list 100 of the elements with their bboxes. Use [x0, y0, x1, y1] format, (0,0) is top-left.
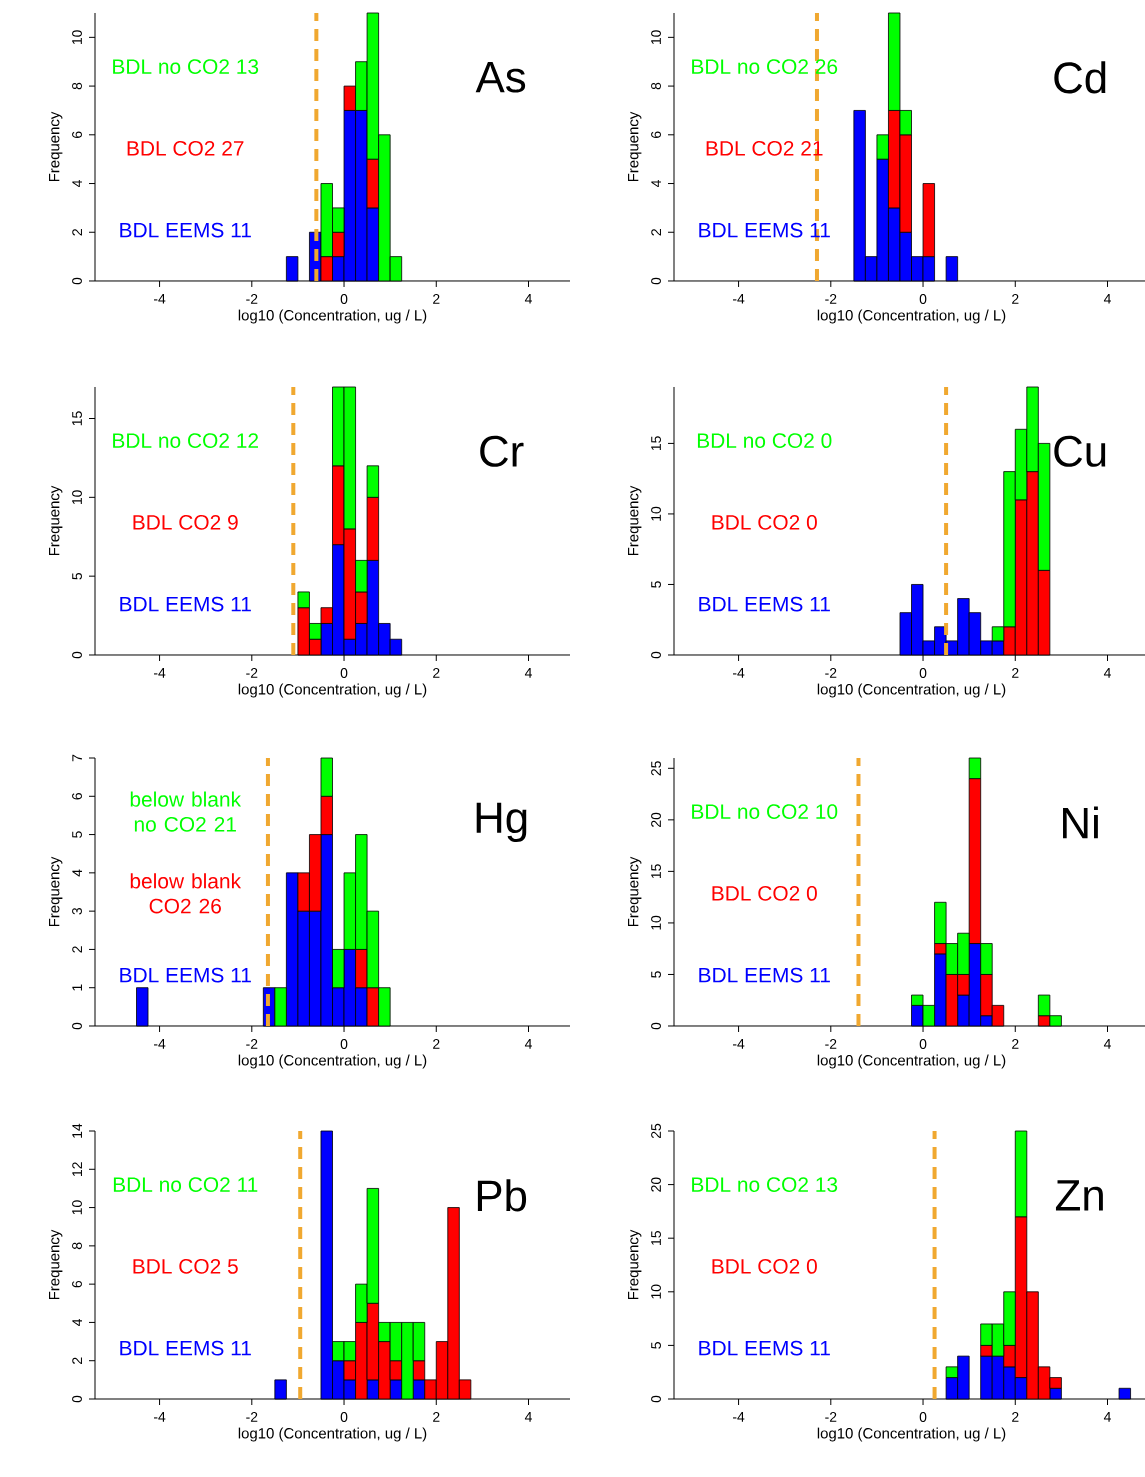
x-tick-label: 0 [919, 1412, 927, 1422]
series-label: BDL EEMS 11 [699, 222, 830, 238]
text: BDL EEMS 11 [699, 596, 830, 612]
y-tick-label: 12 [72, 1162, 82, 1176]
text: BDL CO2 5 [133, 1258, 238, 1274]
series-label: BDL EEMS 11 [120, 967, 251, 983]
y-tick-label: 5 [72, 572, 82, 580]
text: BDL CO2 27 [127, 140, 244, 156]
y-tick-label: 10 [651, 30, 661, 45]
text: Cd [1054, 61, 1106, 94]
y-tick-label: 10 [72, 1200, 82, 1215]
y-tick-label: 0 [72, 1395, 82, 1403]
x-axis-title: log10 (Concentration, ug / L) [238, 683, 427, 698]
text: BDL no CO2 26 [692, 59, 838, 74]
text: below blank CO2 26 [130, 873, 242, 914]
text: BDL CO2 21 [706, 140, 823, 156]
x-tick-label: 2 [433, 294, 440, 304]
y-tick-label: 0 [651, 651, 661, 659]
x-tick-label: -4 [732, 294, 745, 304]
y-tick-label: 7 [72, 754, 82, 762]
x-tick-label: 4 [524, 1412, 532, 1422]
y-tick-label: 6 [72, 793, 82, 800]
y-tick-label: 15 [651, 864, 661, 879]
x-axis-title: log10 (Concentration, ug / L) [817, 683, 1006, 698]
text: BDL EEMS 11 [699, 967, 830, 983]
y-tick-label: 6 [72, 131, 82, 138]
x-tick-label: 0 [340, 668, 348, 678]
x-tick-label: -4 [732, 1412, 745, 1422]
y-tick-label: 25 [651, 1123, 661, 1139]
x-tick-label: 4 [1103, 294, 1111, 304]
x-tick-label: -2 [246, 294, 258, 304]
x-tick-label: 4 [524, 294, 532, 304]
y-tick-label: 15 [651, 436, 661, 451]
y-tick-label: 10 [72, 30, 82, 45]
y-axis-title: Frequency [49, 111, 63, 182]
text: BDL CO2 9 [133, 514, 238, 530]
y-tick-label: 20 [651, 812, 661, 827]
y-tick-label: 8 [72, 1242, 82, 1250]
y-tick-label: 10 [651, 1284, 661, 1299]
x-tick-label: 4 [1103, 1039, 1111, 1049]
x-tick-label: -4 [732, 668, 745, 678]
x-tick-label: 2 [1012, 668, 1019, 678]
text: Zn [1055, 1180, 1103, 1211]
y-axis-title: Frequency [628, 856, 642, 927]
y-tick-label: 10 [72, 490, 82, 505]
y-tick-label: 1 [72, 984, 82, 991]
y-tick-label: 8 [72, 82, 82, 90]
y-tick-label: 4 [72, 869, 82, 877]
x-tick-label: -2 [825, 1039, 837, 1049]
y-axis-title: Frequency [49, 856, 63, 927]
text: BDL no CO2 0 [697, 433, 832, 449]
y-tick-label: 5 [651, 581, 661, 588]
x-tick-label: -2 [246, 668, 258, 678]
y-tick-label: 5 [651, 971, 661, 978]
x-tick-label: -4 [153, 668, 166, 678]
text: Hg [476, 802, 527, 842]
text: Ni [1063, 806, 1098, 839]
x-axis-title: log10 (Concentration, ug / L) [817, 1427, 1006, 1442]
text: BDL no CO2 13 [692, 1177, 838, 1193]
x-tick-label: -2 [246, 1412, 258, 1422]
y-tick-label: 14 [72, 1123, 82, 1138]
y-tick-label: 0 [72, 1022, 82, 1030]
y-tick-label: 2 [72, 1357, 82, 1364]
y-tick-label: 3 [72, 907, 82, 915]
x-axis-title: log10 (Concentration, ug / L) [238, 1054, 427, 1069]
x-tick-label: 4 [1103, 1412, 1111, 1422]
x-tick-label: 2 [433, 668, 440, 678]
x-axis-title: log10 (Concentration, ug / L) [817, 1054, 1006, 1069]
x-tick-label: 4 [524, 668, 532, 678]
y-axis-title: Frequency [628, 485, 642, 556]
y-tick-label: 8 [651, 82, 661, 90]
x-tick-label: -2 [825, 668, 837, 678]
y-tick-label: 2 [72, 946, 82, 953]
y-axis-title: Frequency [628, 1229, 642, 1300]
text: BDL no CO2 10 [692, 804, 838, 820]
x-axis-title: log10 (Concentration, ug / L) [238, 309, 427, 324]
y-tick-label: 10 [651, 915, 661, 930]
y-tick-label: 6 [651, 131, 661, 138]
text: BDL EEMS 11 [120, 596, 251, 612]
y-tick-label: 4 [72, 180, 82, 188]
y-tick-label: 4 [72, 1318, 82, 1326]
x-axis-title: log10 (Concentration, ug / L) [817, 309, 1006, 324]
x-tick-label: 0 [340, 1039, 348, 1049]
y-tick-label: 5 [651, 1342, 661, 1349]
x-tick-label: 4 [1103, 668, 1111, 678]
y-tick-label: 6 [72, 1280, 82, 1288]
text: below blank no CO2 21 [130, 791, 242, 832]
y-tick-label: 20 [651, 1177, 661, 1192]
y-tick-label: 5 [72, 831, 82, 838]
text: Cr [480, 435, 524, 467]
text: BDL CO2 0 [712, 885, 817, 901]
text: As [475, 62, 526, 93]
text: BDL no CO2 12 [113, 433, 258, 449]
x-tick-label: -4 [732, 1039, 745, 1049]
x-tick-label: 2 [1012, 1039, 1019, 1049]
y-tick-label: 0 [651, 277, 661, 285]
y-axis-title: Frequency [49, 485, 63, 556]
y-axis-title: Frequency [628, 111, 642, 182]
text: BDL CO2 0 [712, 514, 817, 530]
x-tick-label: 4 [524, 1039, 532, 1049]
